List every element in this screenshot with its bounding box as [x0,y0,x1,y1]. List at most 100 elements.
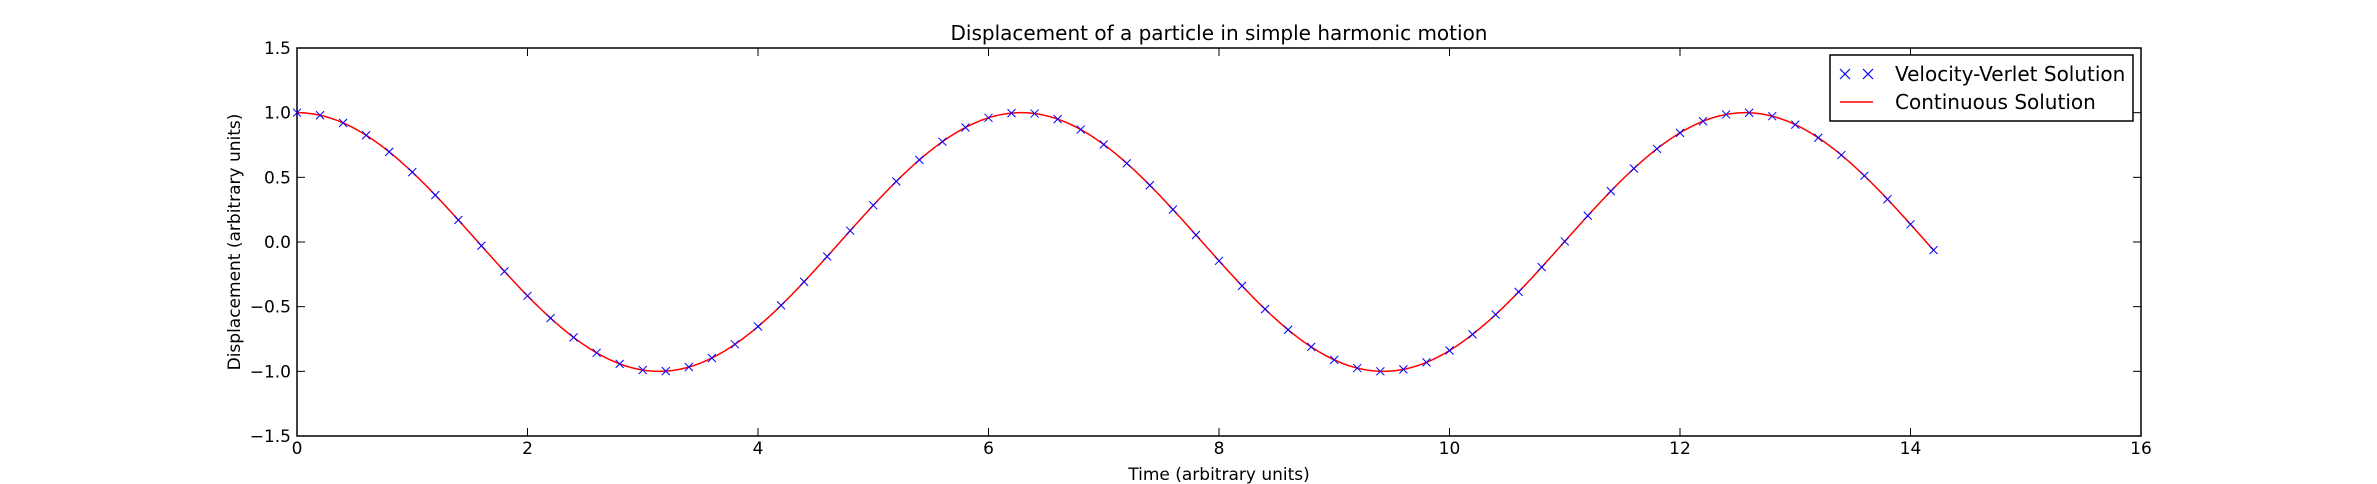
legend-marker-x [1839,68,1874,80]
data-point-marker [1283,325,1293,335]
data-point-marker [523,291,532,301]
data-point-marker [1099,140,1109,149]
x-tick-label: 12 [1669,439,1691,459]
data-point-marker [1445,346,1454,355]
data-point-marker [868,200,878,210]
y-axis: −1.5 −1.0 −0.5 0.0 0.5 1.0 1.5 [250,39,2141,447]
x-tick-label: 0 [292,439,303,459]
data-point-marker [1214,256,1224,266]
y-tick-label: −1.5 [250,427,291,447]
data-point-marker [546,313,555,323]
data-point-marker [1007,108,1016,118]
data-point-marker [477,241,486,251]
legend-label-velocity-verlet: Velocity-Verlet Solution [1895,62,2125,86]
data-point-marker [1145,180,1155,190]
x-axis: 0 2 4 6 8 10 12 14 16 [292,48,2152,459]
legend-label-continuous: Continuous Solution [1895,90,2096,114]
data-point-marker [1237,281,1247,291]
data-point-marker [407,167,417,177]
y-tick-label: 0.0 [264,233,291,253]
x-tick-label: 4 [753,439,764,459]
data-point-marker [1606,186,1616,196]
y-tick-label: 1.5 [264,39,291,59]
data-point-marker [1329,355,1339,365]
y-tick-label: 0.5 [264,168,291,188]
legend-entry-continuous: Continuous Solution [1840,90,2096,114]
chart-title: Displacement of a particle in simple har… [951,21,1488,45]
x-tick-label: 6 [983,439,994,459]
y-axis-title: Displacement (arbitrary units) [225,114,245,371]
data-point-marker [822,252,832,261]
data-point-marker [1076,125,1086,134]
data-point-marker [1767,111,1777,121]
data-point-marker [1306,342,1316,352]
data-point-marker [1537,262,1547,272]
y-tick-label: −0.5 [250,298,291,318]
data-point-marker [776,301,786,310]
data-point-marker [1122,158,1132,168]
data-point-marker [361,130,371,140]
data-point-marker [1030,109,1039,118]
data-point-marker [1883,194,1892,204]
data-point-marker [961,123,970,132]
y-tick-label: −1.0 [250,362,291,382]
data-point-marker [1929,245,1938,255]
series-layer [292,108,1938,376]
data-point-marker [1583,211,1593,221]
data-point-marker [500,267,509,276]
data-point-marker [1860,171,1869,181]
data-point-marker [730,339,740,349]
data-point-marker [1468,330,1477,339]
legend: Velocity-Verlet Solution Continuous Solu… [1829,54,2134,122]
data-point-marker [453,215,463,225]
data-point-marker [914,155,924,165]
data-point-marker [1721,110,1731,119]
data-point-marker [1191,230,1201,240]
data-point-marker [592,348,602,358]
data-point-marker [684,362,694,372]
data-point-marker [615,359,625,369]
x-tick-label: 2 [522,439,533,459]
x-tick-label: 16 [2130,439,2152,459]
data-point-marker [1698,116,1708,126]
data-point-marker [1168,205,1178,214]
data-point-marker [707,353,717,363]
x-tick-label: 8 [1214,439,1225,459]
data-point-marker [1053,114,1063,124]
x-tick-label: 14 [1900,439,1922,459]
data-point-marker [1629,164,1639,173]
data-point-marker [638,365,648,375]
data-point-marker [1260,304,1270,314]
data-point-marker [315,110,325,120]
data-point-marker [1491,310,1500,319]
data-point-marker [384,147,394,157]
x-tick-label: 10 [1439,439,1461,459]
data-point-marker [338,118,348,128]
data-point-marker [292,108,302,118]
data-point-marker [1813,133,1823,143]
data-point-marker [1652,144,1662,154]
y-tick-label: 1.0 [264,104,291,124]
data-point-marker [1422,357,1431,367]
data-point-marker [1375,366,1385,376]
data-point-marker [569,333,578,342]
data-point-marker [1790,120,1800,129]
data-point-marker [984,113,993,123]
data-point-marker [1906,219,1915,229]
data-point-marker [1352,363,1362,373]
data-point-marker [1514,287,1524,297]
data-point-marker [938,137,947,147]
series-line-continuous [297,111,1935,373]
data-point-marker [1836,150,1846,160]
data-point-marker [891,177,901,186]
data-point-marker [799,277,809,287]
data-point-marker [1560,237,1570,246]
data-point-marker [1399,364,1408,374]
data-point-marker [661,366,671,376]
data-point-marker [1675,128,1685,138]
data-point-marker [845,226,855,236]
legend-entry-velocity-verlet: Velocity-Verlet Solution [1839,62,2125,86]
series-velocity-verlet [292,108,1938,376]
data-point-marker [753,322,763,331]
